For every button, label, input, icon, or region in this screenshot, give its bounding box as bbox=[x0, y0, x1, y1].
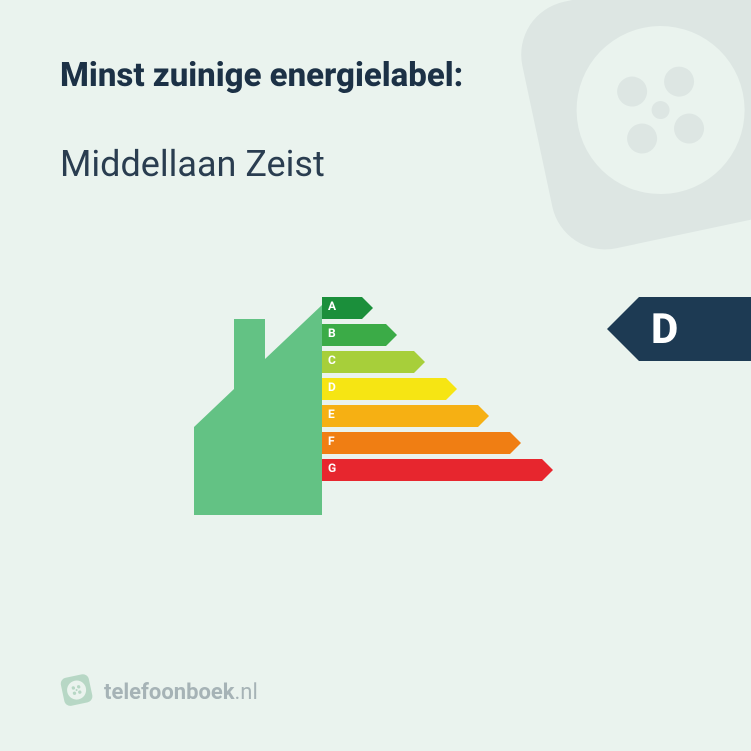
brand-text: telefoonboek.nl bbox=[104, 680, 258, 705]
rating-body: D bbox=[639, 297, 751, 361]
bar-label: G bbox=[328, 461, 336, 475]
rating-value: D bbox=[651, 305, 678, 354]
house-icon bbox=[150, 305, 322, 519]
footer: telefoonboek.nl bbox=[60, 673, 258, 711]
bar: F bbox=[322, 432, 510, 454]
brand-logo-icon bbox=[56, 670, 97, 714]
rating-badge: D bbox=[607, 297, 751, 361]
label-bars: ABCDEFG bbox=[322, 297, 542, 486]
energy-label-chart: ABCDEFG D bbox=[150, 285, 691, 545]
brand-light: .nl bbox=[235, 680, 258, 705]
bar-label: E bbox=[328, 407, 335, 421]
label-bar-g: G bbox=[322, 459, 542, 481]
bar: A bbox=[322, 297, 362, 319]
bar: B bbox=[322, 324, 386, 346]
page-subtitle: Middellaan Zeist bbox=[60, 143, 691, 185]
bar: D bbox=[322, 378, 446, 400]
label-bar-e: E bbox=[322, 405, 542, 427]
content: Minst zuinige energielabel: Middellaan Z… bbox=[0, 0, 751, 545]
page-title: Minst zuinige energielabel: bbox=[60, 56, 691, 95]
label-bar-b: B bbox=[322, 324, 542, 346]
bar-label: C bbox=[328, 353, 336, 367]
bar-label: D bbox=[328, 380, 336, 394]
label-bar-f: F bbox=[322, 432, 542, 454]
bar-label: F bbox=[328, 434, 335, 448]
label-bar-d: D bbox=[322, 378, 542, 400]
brand-bold: telefoonboek bbox=[104, 680, 235, 705]
label-bar-a: A bbox=[322, 297, 542, 319]
rating-arrow-icon bbox=[607, 297, 639, 361]
bar: G bbox=[322, 459, 542, 481]
bar: C bbox=[322, 351, 414, 373]
bar: E bbox=[322, 405, 478, 427]
bar-label: A bbox=[328, 299, 336, 313]
bar-label: B bbox=[328, 326, 336, 340]
label-bar-c: C bbox=[322, 351, 542, 373]
